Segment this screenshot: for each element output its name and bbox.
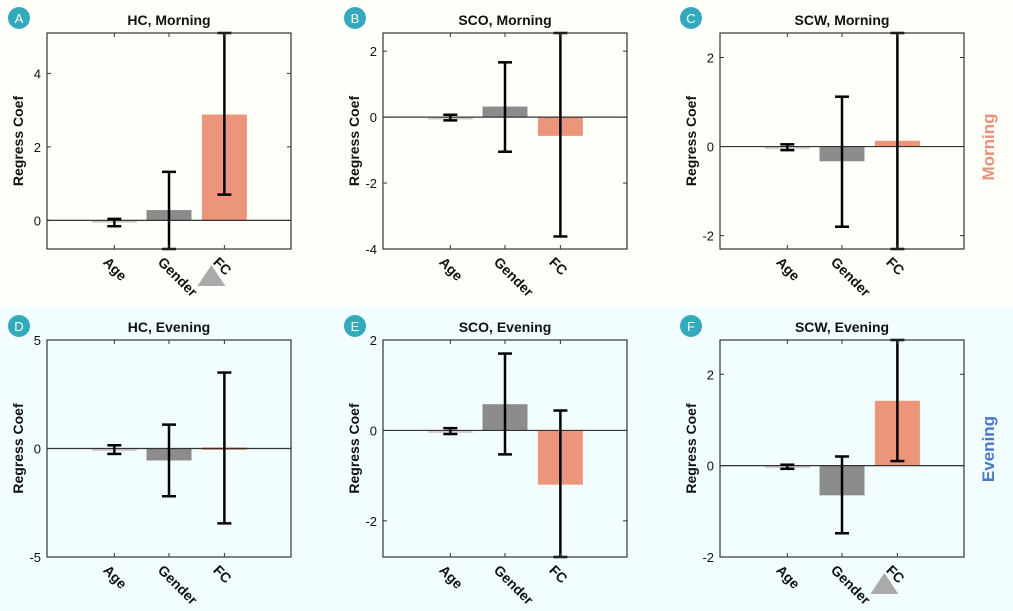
y-tick-label: 2 bbox=[370, 44, 377, 59]
panel-badge bbox=[344, 7, 366, 29]
panel-title: SCO, Evening bbox=[459, 319, 552, 335]
panel-badge bbox=[8, 315, 30, 337]
significance-triangle-icon bbox=[197, 265, 226, 286]
panel-badge-letter: E bbox=[351, 319, 360, 334]
y-tick-label: -2 bbox=[365, 514, 377, 529]
panel-badge-letter: C bbox=[686, 11, 695, 26]
y-tick-label: 0 bbox=[34, 213, 41, 228]
panel-badge bbox=[680, 315, 702, 337]
significance-triangle-icon bbox=[870, 573, 899, 594]
panel-e: E SCO, Evening Regress Coef -2 0 2 Age Gender FC bbox=[344, 315, 628, 608]
side-label-morning: Morning bbox=[979, 113, 998, 180]
panel-title: SCW, Morning bbox=[795, 12, 890, 28]
y-tick-label: -2 bbox=[702, 550, 714, 565]
y-tick-label: -4 bbox=[365, 242, 377, 257]
y-tick-label: 2 bbox=[707, 367, 714, 382]
panel-b: B SCO, Morning Regress Coef -4 -2 0 2 Age Gender… bbox=[344, 7, 628, 300]
y-tick-label: 0 bbox=[707, 140, 714, 155]
y-tick-label: 4 bbox=[34, 66, 41, 81]
panel-title: HC, Morning bbox=[127, 12, 210, 28]
panel-title: SCW, Evening bbox=[795, 319, 889, 335]
panel-badge-letter: A bbox=[15, 11, 24, 26]
y-axis-label: Regress Coef bbox=[346, 96, 362, 187]
x-tick-label-age: Age bbox=[436, 254, 466, 284]
y-tick-label: -5 bbox=[29, 550, 41, 565]
y-tick-label: 0 bbox=[34, 442, 41, 457]
y-tick-label: 2 bbox=[370, 333, 377, 348]
x-tick-label-gender: Gender bbox=[155, 562, 201, 608]
panel-badge bbox=[8, 7, 30, 29]
y-axis-label: Regress Coef bbox=[346, 403, 362, 494]
panel-badge-letter: D bbox=[14, 319, 23, 334]
y-axis-label: Regress Coef bbox=[683, 96, 699, 187]
x-tick-label-age: Age bbox=[773, 254, 803, 284]
y-tick-label: 5 bbox=[34, 333, 41, 348]
y-axis-label: Regress Coef bbox=[10, 403, 26, 494]
panel-title: SCO, Morning bbox=[458, 12, 551, 28]
y-tick-label: -2 bbox=[365, 176, 377, 191]
panel-c: C SCW, Morning Regress Coef -2 0 2 Age Gender FC bbox=[680, 7, 965, 300]
x-tick-label-fc: FC bbox=[546, 562, 571, 587]
x-tick-label-fc: FC bbox=[210, 562, 235, 587]
y-tick-label: 0 bbox=[707, 459, 714, 474]
x-tick-label-gender: Gender bbox=[491, 562, 537, 608]
x-tick-label-age: Age bbox=[773, 562, 803, 592]
panel-badge bbox=[344, 315, 366, 337]
y-axis-label: Regress Coef bbox=[10, 96, 26, 187]
panel-badge bbox=[680, 7, 702, 29]
panel-badge-letter: F bbox=[687, 319, 695, 334]
x-tick-label-gender: Gender bbox=[828, 562, 874, 608]
x-tick-label-gender: Gender bbox=[828, 254, 874, 300]
x-tick-label-age: Age bbox=[100, 562, 130, 592]
x-tick-label-gender: Gender bbox=[491, 254, 537, 300]
x-tick-label-fc: FC bbox=[546, 254, 571, 279]
side-label-evening: Evening bbox=[979, 416, 998, 482]
y-axis-label: Regress Coef bbox=[683, 403, 699, 494]
x-tick-label-age: Age bbox=[100, 254, 130, 284]
panel-d: D HC, Evening Regress Coef -5 0 5 Age Gender FC bbox=[8, 315, 292, 608]
x-tick-label-gender: Gender bbox=[155, 254, 201, 300]
panel-title: HC, Evening bbox=[128, 319, 210, 335]
y-tick-label: 2 bbox=[707, 50, 714, 65]
x-tick-label-age: Age bbox=[436, 562, 466, 592]
x-tick-label-fc: FC bbox=[883, 254, 908, 279]
y-tick-label: -2 bbox=[702, 229, 714, 244]
y-tick-label: 0 bbox=[370, 110, 377, 125]
y-tick-label: 0 bbox=[370, 423, 377, 438]
panel-badge-letter: B bbox=[351, 11, 360, 26]
y-tick-label: 2 bbox=[34, 140, 41, 155]
